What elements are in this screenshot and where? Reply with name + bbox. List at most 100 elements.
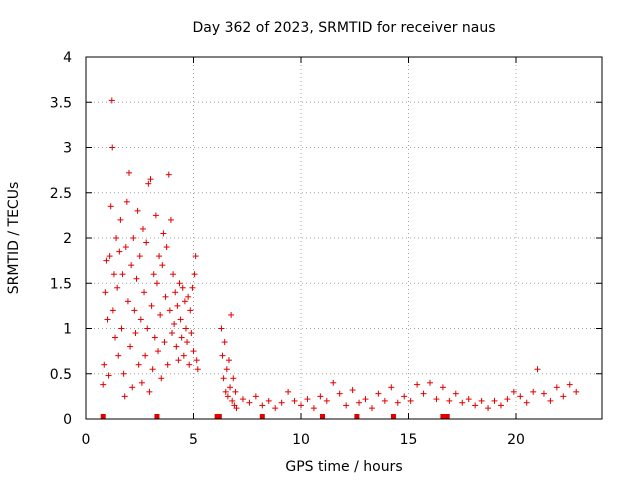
bottom-marker (440, 414, 446, 419)
data-points (100, 97, 580, 412)
data-point (259, 402, 266, 409)
data-point (124, 298, 131, 305)
data-point (452, 390, 459, 397)
data-point (117, 216, 124, 223)
data-point (459, 399, 466, 406)
bottom-marker (100, 414, 106, 419)
data-point (153, 280, 160, 287)
data-point (191, 271, 198, 278)
data-point (108, 97, 115, 104)
data-point (219, 352, 226, 359)
data-point (330, 379, 337, 386)
data-point (109, 144, 116, 151)
x-tick-label: 15 (400, 432, 418, 448)
data-point (173, 343, 180, 350)
data-point (534, 366, 541, 373)
data-point (184, 339, 191, 346)
data-point (136, 253, 143, 260)
data-point (127, 343, 134, 350)
data-point (229, 397, 236, 404)
data-point (414, 381, 421, 388)
x-tick-label: 20 (507, 432, 525, 448)
data-point (540, 390, 547, 397)
data-point (375, 390, 382, 397)
data-point (252, 393, 259, 400)
bottom-marker (154, 414, 160, 419)
data-point (114, 284, 121, 291)
data-point (291, 397, 298, 404)
y-tick-label: 1 (63, 322, 72, 338)
x-axis-label: GPS time / hours (285, 459, 402, 475)
plot-frame (85, 56, 603, 420)
ticks: 0 5 10 15 20 0 0.5 1 1.5 2 2.5 3 3.5 4 (50, 50, 602, 448)
data-point (433, 396, 440, 403)
data-point (177, 316, 184, 323)
data-point (233, 405, 240, 412)
data-point (144, 325, 151, 332)
data-point (134, 207, 141, 214)
data-point (222, 388, 229, 395)
data-point (133, 275, 140, 282)
data-point (147, 176, 154, 183)
data-point (179, 284, 186, 291)
data-point (142, 352, 149, 359)
data-point (157, 311, 164, 318)
data-point (230, 375, 237, 382)
data-point (272, 405, 279, 412)
data-point (317, 393, 324, 400)
data-point (158, 375, 165, 382)
data-point (407, 397, 414, 404)
data-point (172, 289, 179, 296)
data-point (129, 384, 136, 391)
data-point (310, 405, 317, 412)
data-point (166, 307, 173, 314)
data-point (497, 402, 504, 409)
y-tick-label: 0 (63, 412, 72, 428)
data-point (164, 361, 171, 368)
data-point (137, 316, 144, 323)
data-point (285, 388, 292, 395)
data-point (186, 361, 193, 368)
data-point (401, 393, 408, 400)
data-point (246, 399, 253, 406)
bottom-marker (259, 414, 265, 419)
data-point (104, 316, 111, 323)
data-point (225, 357, 232, 364)
bottom-marker (444, 414, 450, 419)
data-point (155, 348, 162, 355)
data-point (394, 399, 401, 406)
data-point (193, 357, 200, 364)
data-point (100, 381, 107, 388)
y-tick-label: 3 (63, 141, 72, 157)
bottom-markers (100, 414, 450, 419)
y-tick-label: 0.5 (50, 367, 72, 383)
y-axis-label: SRMTID / TECUs (6, 182, 22, 295)
data-point (182, 325, 189, 332)
data-point (185, 293, 192, 300)
data-point (547, 397, 554, 404)
data-point (143, 239, 150, 246)
bottom-marker (354, 414, 360, 419)
data-point (187, 307, 194, 314)
data-point (102, 289, 109, 296)
data-point (138, 379, 145, 386)
data-point (381, 397, 388, 404)
data-point (113, 235, 120, 241)
data-point (517, 393, 524, 400)
data-point (220, 375, 227, 382)
data-point (530, 388, 537, 395)
data-point (504, 396, 511, 403)
data-point (465, 396, 472, 403)
data-point (107, 203, 114, 210)
data-point (160, 230, 167, 237)
data-point (560, 393, 567, 400)
data-point (163, 244, 170, 251)
data-point (126, 169, 132, 176)
data-point (141, 289, 148, 296)
data-point (192, 253, 199, 260)
data-point (115, 352, 122, 359)
data-point (189, 284, 196, 291)
data-point (149, 366, 156, 373)
data-point (485, 405, 492, 412)
data-point (491, 397, 498, 404)
